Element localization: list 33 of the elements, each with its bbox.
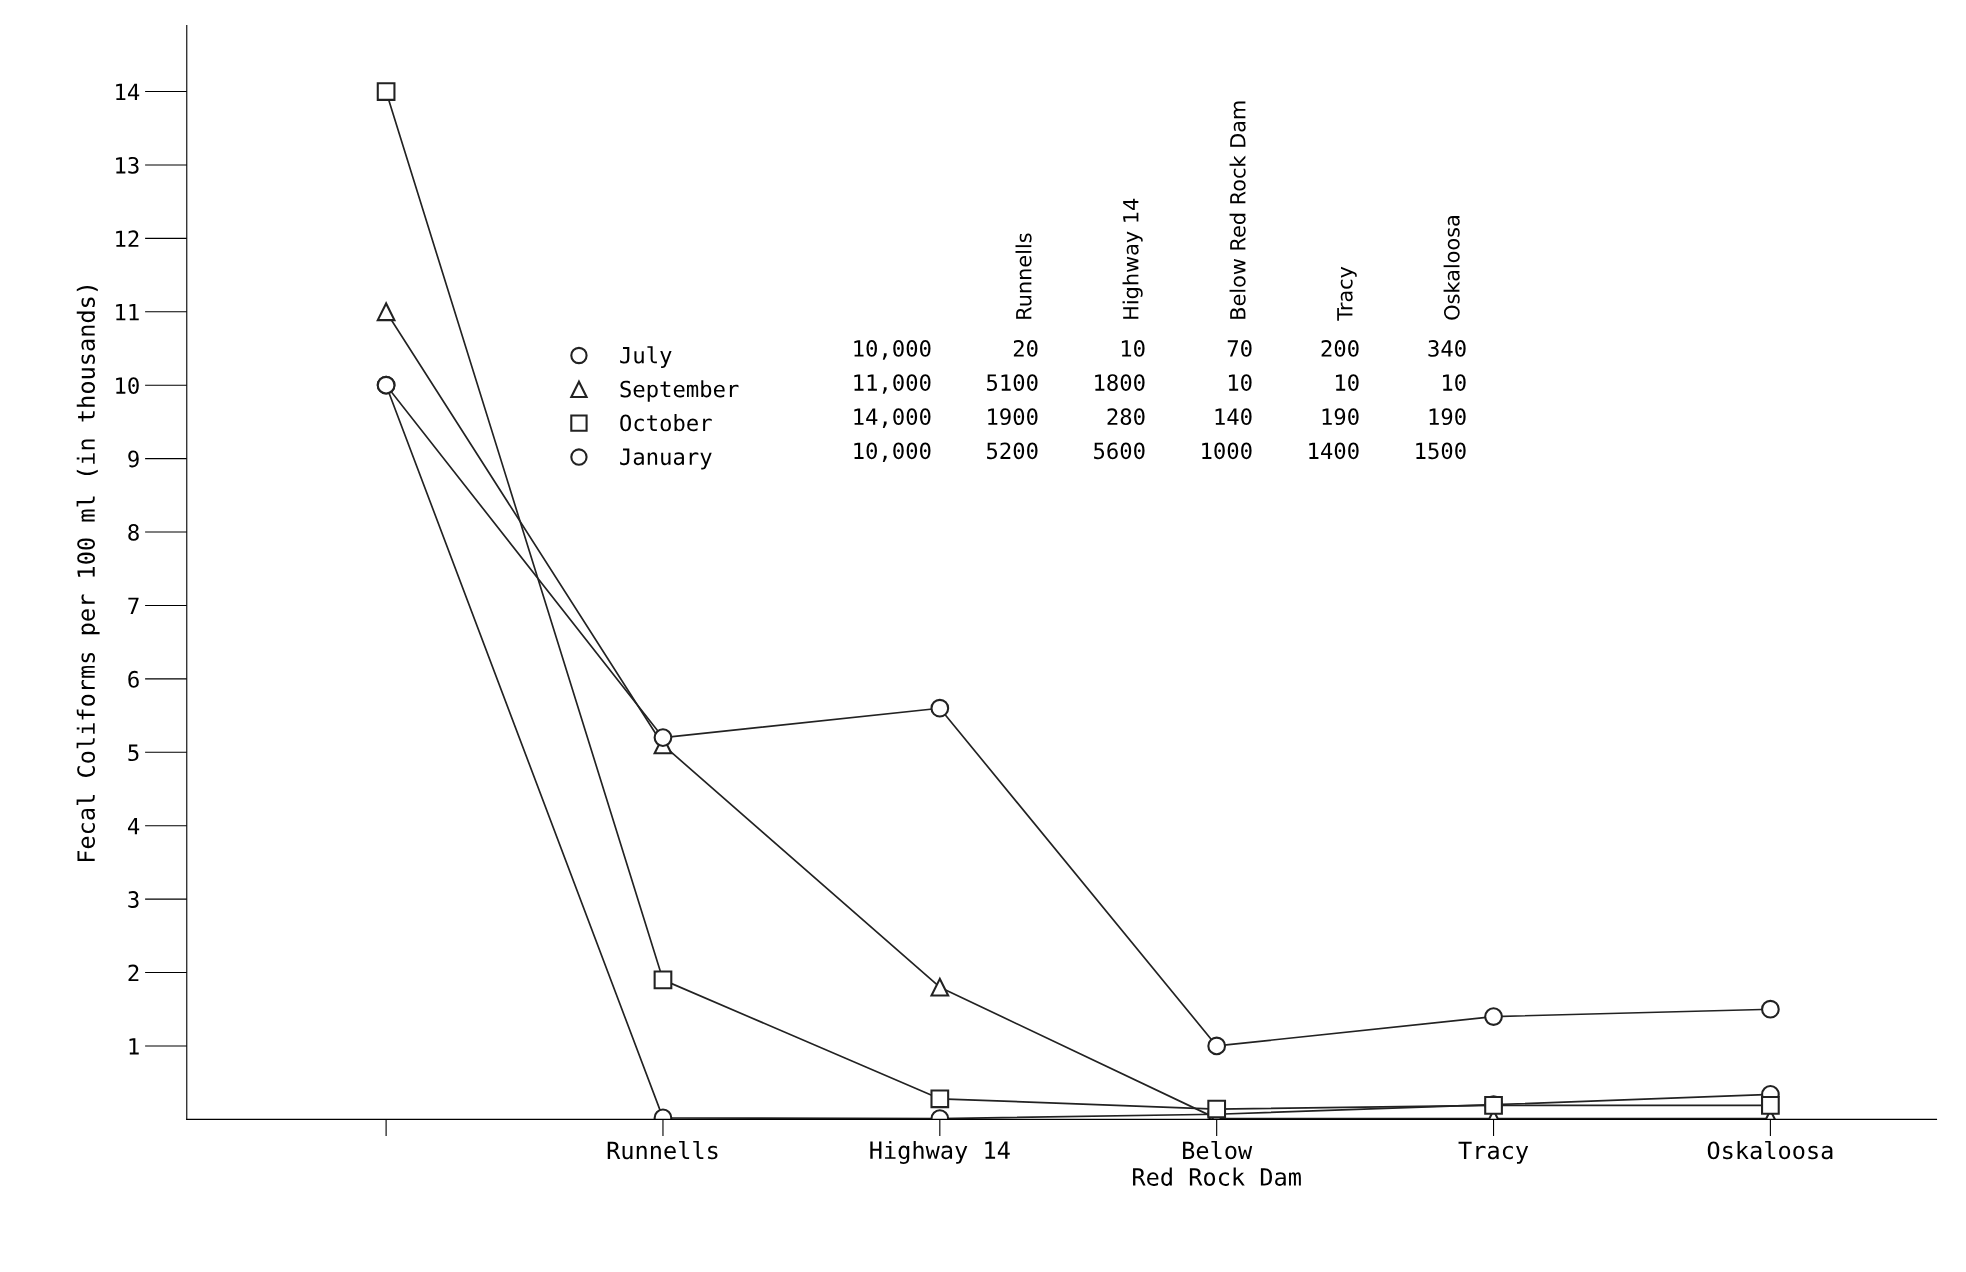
y-tick-label: 7 xyxy=(128,597,139,614)
y-axis-title: Fecal Coliforms per 100 ml (in thousands) xyxy=(76,285,100,862)
x-tick-label: Oskaloosa xyxy=(1707,1140,1833,1160)
y-tick-label: 8 xyxy=(128,524,139,541)
y-tick-label: 1 xyxy=(129,1038,139,1055)
y-tick-label: 10 xyxy=(116,377,139,394)
annotation: Oskaloosa xyxy=(1443,216,1460,320)
annotation: 10,000 5200 5600 1000 1400 1500 xyxy=(854,442,1466,463)
y-tick-label: 13 xyxy=(116,156,139,174)
legend-label: January xyxy=(620,448,712,470)
y-tick-label: 3 xyxy=(128,891,139,908)
x-tick-label: Tracy xyxy=(1458,1141,1529,1164)
annotation: Tracy xyxy=(1337,266,1357,321)
x-tick-label: Runnells xyxy=(607,1140,718,1160)
legend-label: September xyxy=(620,380,739,402)
annotation: 14,000 1900 280 140 190 190 xyxy=(854,408,1466,428)
y-tick-label: 5 xyxy=(128,744,139,762)
x-tick-label: Below Red Rock Dam xyxy=(1133,1140,1301,1186)
y-tick-label: 12 xyxy=(116,230,139,247)
y-tick-label: 6 xyxy=(128,670,139,688)
annotation: Runnells xyxy=(1015,233,1032,319)
y-tick-label: 2 xyxy=(128,964,139,982)
annotation: Highway 14 xyxy=(1122,198,1143,319)
annotation: 11,000 5100 1800 10 10 10 xyxy=(854,374,1466,394)
y-tick-label: 4 xyxy=(127,817,140,835)
y-tick-label: 11 xyxy=(116,304,139,321)
x-tick-label: Highway 14 xyxy=(870,1140,1010,1164)
legend-label: July xyxy=(620,346,672,368)
legend-label: October xyxy=(620,414,712,432)
y-tick-label: 14 xyxy=(116,83,140,101)
annotation: 10,000 20 10 70 200 340 xyxy=(854,340,1466,360)
annotation: Below Red Rock Dam xyxy=(1229,101,1246,319)
y-tick-label: 9 xyxy=(128,450,139,468)
